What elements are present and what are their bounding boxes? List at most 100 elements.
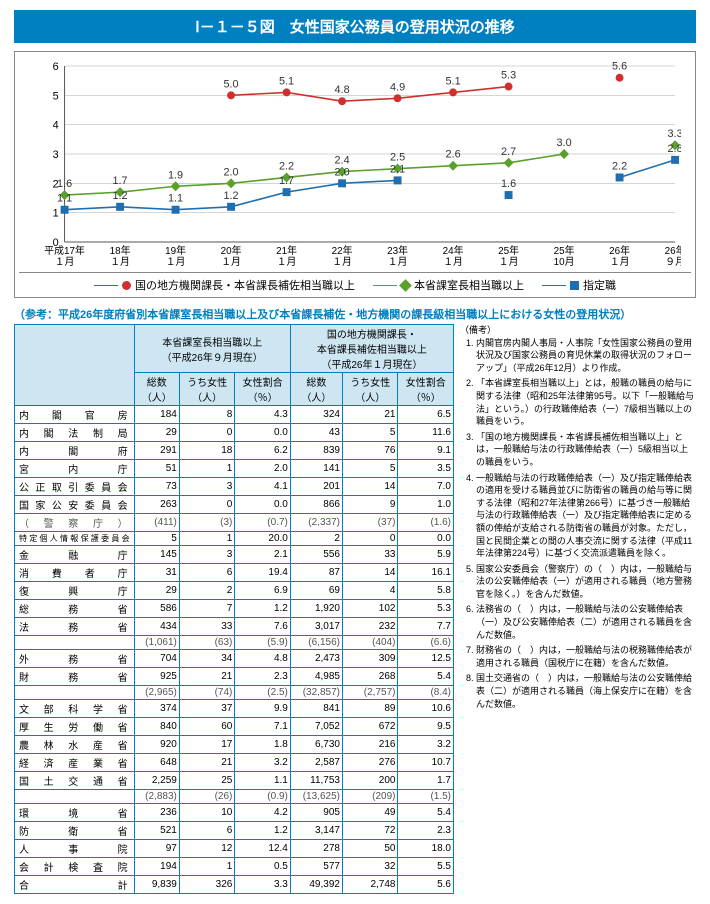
svg-text:5.6: 5.6 — [612, 61, 627, 73]
table-row: 人事院971212.42785018.0 — [15, 840, 454, 858]
svg-text:1.6: 1.6 — [57, 178, 72, 190]
svg-text:5.1: 5.1 — [446, 75, 461, 87]
table-row: 国土交通省2,259251.111,7532001.7 — [15, 772, 454, 790]
legend-item: 指定職 — [542, 277, 616, 293]
svg-text:10月: 10月 — [554, 256, 575, 268]
data-table: 本省課室長相当職以上（平成26年９月現在）国の地方機関課長・本省課長補佐相当職以… — [14, 324, 454, 894]
svg-text:2.7: 2.7 — [501, 146, 516, 158]
svg-text:2.6: 2.6 — [446, 149, 461, 161]
table-row: 外務省704344.82,47330912.5 — [15, 650, 454, 668]
table-row: 公正取引委員会7334.1201147.0 — [15, 478, 454, 496]
svg-text:25年: 25年 — [498, 244, 519, 257]
svg-text:１月: １月 — [110, 256, 130, 268]
table-row: 内閣官房18484.3324216.5 — [15, 406, 454, 424]
svg-text:4.8: 4.8 — [335, 84, 350, 96]
svg-text:24年: 24年 — [443, 244, 464, 257]
footnote-item: 内閣官房内閣人事局・人事院「女性国家公務員の登用状況及び国家公務員の育児休業の取… — [476, 337, 696, 375]
svg-text:1.2: 1.2 — [113, 190, 128, 202]
table-row: 復興庁2926.96945.8 — [15, 582, 454, 600]
svg-text:１月: １月 — [443, 256, 463, 268]
table-row: 特定個人情報保護委員会5120.0200.0 — [15, 532, 454, 546]
svg-text:3.0: 3.0 — [557, 137, 572, 149]
svg-text:2.0: 2.0 — [335, 166, 350, 178]
svg-text:21年: 21年 — [276, 244, 297, 257]
svg-text:2.4: 2.4 — [335, 155, 350, 167]
svg-text:１月: １月 — [332, 256, 352, 268]
footnote-item: 法務省の（ ）内は，一般職給与法の公安職俸給表（一）及び公安職俸給表（二）が適用… — [476, 603, 696, 641]
line-chart: 0123456平成17年１月18年１月19年１月20年１月21年１月22年１月2… — [29, 58, 681, 268]
svg-text:4.9: 4.9 — [390, 81, 405, 93]
svg-text:1.1: 1.1 — [168, 193, 183, 205]
svg-text:22年: 22年 — [332, 244, 353, 257]
svg-text:2.1: 2.1 — [390, 163, 405, 175]
svg-text:1.9: 1.9 — [168, 169, 183, 181]
svg-text:23年: 23年 — [387, 244, 408, 257]
svg-text:2.2: 2.2 — [612, 160, 627, 172]
svg-text:１月: １月 — [277, 256, 297, 268]
footnote-item: 「国の地方機関課長・本省課長補佐相当職以上」とは，一般職給与法の行政職俸給表（一… — [476, 431, 696, 469]
svg-text:1.2: 1.2 — [224, 190, 239, 202]
legend-item: 本省課室長相当職以上 — [373, 277, 524, 293]
svg-text:１月: １月 — [55, 256, 75, 268]
svg-text:3: 3 — [53, 149, 59, 161]
svg-text:1.1: 1.1 — [57, 193, 72, 205]
table-row: 農林水産省920171.86,7302163.2 — [15, 736, 454, 754]
table-row: 防衛省52161.23,147722.3 — [15, 822, 454, 840]
table-row: 法務省434337.63,0172327.7 — [15, 618, 454, 636]
chart-container: 0123456平成17年１月18年１月19年１月20年１月21年１月22年１月2… — [14, 51, 696, 298]
table-row: 合計9,8393263.349,3922,7485.6 — [15, 876, 454, 894]
svg-text:2.0: 2.0 — [224, 166, 239, 178]
footnote-item: 「本省課室長相当職以上」とは，般職の職員の給与に関する法律（昭和25年法律第95… — [476, 377, 696, 427]
table-row: (2,965)(74)(2.5)(32,857)(2,757)(8.4) — [15, 686, 454, 700]
svg-text:平成17年: 平成17年 — [44, 244, 85, 257]
footnote-item: 国土交通省の（ ）内は，一般職給与法の公安職俸給表（二）が適用される職員（海上保… — [476, 672, 696, 710]
title-bar: Ⅰ－１－５図 女性国家公務員の登用状況の推移 — [14, 10, 696, 43]
table-row: 財務省925212.34,9852685.4 — [15, 668, 454, 686]
table-row: 内閣府291186.2839769.1 — [15, 442, 454, 460]
svg-text:１月: １月 — [610, 256, 630, 268]
svg-text:26年: 26年 — [665, 244, 681, 257]
legend-item: 国の地方機関課長・本省課長補佐相当職以上 — [94, 277, 355, 293]
svg-text:5.1: 5.1 — [279, 75, 294, 87]
footnote-item: 財務省の（ ）内は，一般職給与法の税務職俸給表が適用される職員（国税庁に在籍）を… — [476, 644, 696, 669]
footnote-item: 一般職給与法の行政職俸給表（一）及び指定職俸給表の適用を受ける職員並びに防衛省の… — [476, 472, 696, 560]
svg-text:2.8: 2.8 — [668, 143, 681, 155]
svg-text:25年: 25年 — [554, 244, 575, 257]
table-row: 文部科学省374379.98418910.6 — [15, 700, 454, 718]
table-row: 経済産業省648213.22,58727610.7 — [15, 754, 454, 772]
table-row: 金融庁14532.1556335.9 — [15, 546, 454, 564]
svg-text:１月: １月 — [388, 256, 408, 268]
svg-text:18年: 18年 — [110, 244, 131, 257]
svg-text:4: 4 — [53, 120, 59, 132]
table-row: 会計検査院19410.5577325.5 — [15, 858, 454, 876]
table-row: （警察庁）(411)(3)(0.7)(2,337)(37)(1.6) — [15, 514, 454, 532]
svg-text:2.5: 2.5 — [390, 152, 405, 164]
svg-text:１月: １月 — [221, 256, 241, 268]
svg-text:１月: １月 — [499, 256, 519, 268]
svg-text:９月: ９月 — [665, 256, 681, 268]
svg-text:2.2: 2.2 — [279, 160, 294, 172]
svg-text:１月: １月 — [166, 256, 186, 268]
footnote-item: 国家公安委員会（警察庁）の（ ）内は，一般職給与法の公安職俸給表（一）が適用され… — [476, 563, 696, 601]
table-row: 消費者庁31619.4871416.1 — [15, 564, 454, 582]
table-row: 宮内庁5112.014153.5 — [15, 460, 454, 478]
svg-text:5.3: 5.3 — [501, 69, 516, 81]
table-row: 総務省58671.21,9201025.3 — [15, 600, 454, 618]
svg-text:6: 6 — [53, 61, 59, 73]
footnotes: （備考） 内閣官房内閣人事局・人事院「女性国家公務員の登用状況及び国家公務員の育… — [460, 324, 696, 894]
table-row: (1,061)(63)(5.9)(6,156)(404)(6.6) — [15, 636, 454, 650]
table-row: (2,883)(26)(0.9)(13,625)(209)(1.5) — [15, 790, 454, 804]
svg-text:20年: 20年 — [221, 244, 242, 257]
svg-text:1.7: 1.7 — [113, 175, 128, 187]
svg-text:5.0: 5.0 — [224, 78, 239, 90]
svg-text:1.7: 1.7 — [279, 175, 294, 187]
table-row: 環境省236104.2905495.4 — [15, 804, 454, 822]
table-row: 国家公安委員会26300.086691.0 — [15, 496, 454, 514]
svg-text:26年: 26年 — [609, 244, 630, 257]
svg-text:3.3: 3.3 — [668, 128, 681, 140]
table-row: 内閣法制局2900.043511.6 — [15, 424, 454, 442]
svg-text:5: 5 — [53, 90, 59, 102]
svg-text:19年: 19年 — [165, 244, 186, 257]
chart-legend: 国の地方機関課長・本省課長補佐相当職以上 本省課室長相当職以上 指定職 — [19, 272, 691, 295]
svg-text:1.6: 1.6 — [501, 178, 516, 190]
